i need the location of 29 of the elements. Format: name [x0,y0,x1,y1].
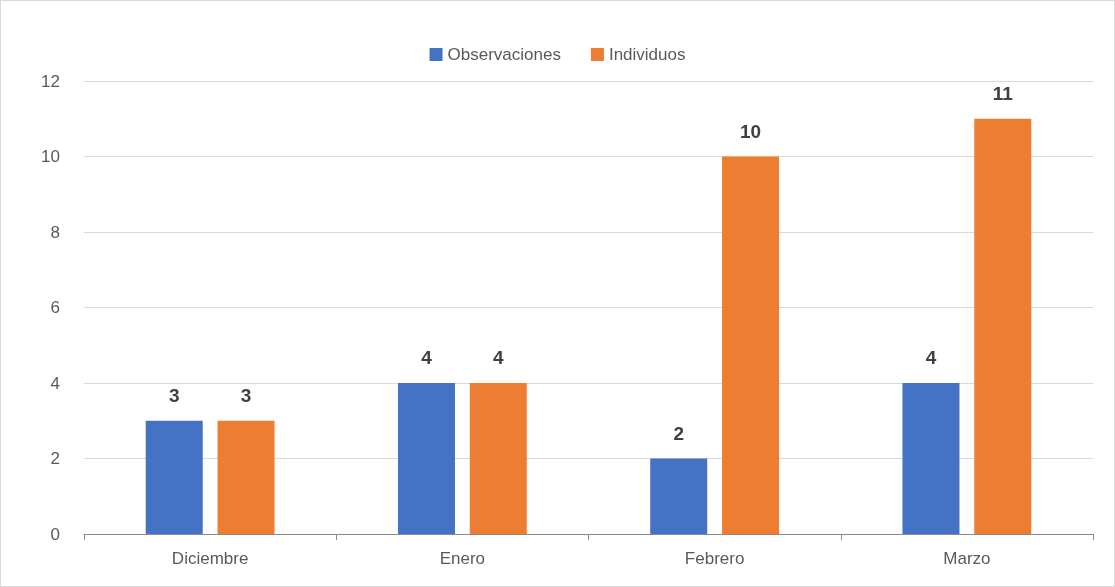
y-tick-label: 12 [41,71,60,91]
y-tick-label: 0 [50,524,60,544]
data-label: 2 [673,422,684,444]
data-label: 10 [739,120,762,142]
x-tick-label: Marzo [943,549,991,568]
x-tick-label: Diciembre [171,549,249,568]
bar [469,383,527,534]
y-tick-label: 2 [50,449,60,468]
data-label: 4 [493,347,504,368]
legend-label: Individuos [608,45,686,64]
data-label: 4 [925,347,937,368]
y-tick-label: 6 [50,298,60,317]
y-tick-label: 4 [50,373,60,393]
bar [145,420,203,534]
bar [217,420,275,534]
data-label: 3 [168,384,180,406]
data-label: 11 [992,82,1014,104]
bar [722,156,780,534]
legend-label: Observaciones [447,45,561,64]
bar [397,383,455,534]
y-tick-label: 10 [41,147,60,166]
y-tick-label: 8 [50,222,60,242]
x-tick-label: Enero [439,549,486,568]
x-tick-label: Febrero [684,549,745,568]
bar [650,458,708,534]
data-label: 3 [240,384,252,406]
bar [974,118,1032,534]
bar [902,383,960,534]
data-label: 4 [421,347,433,368]
